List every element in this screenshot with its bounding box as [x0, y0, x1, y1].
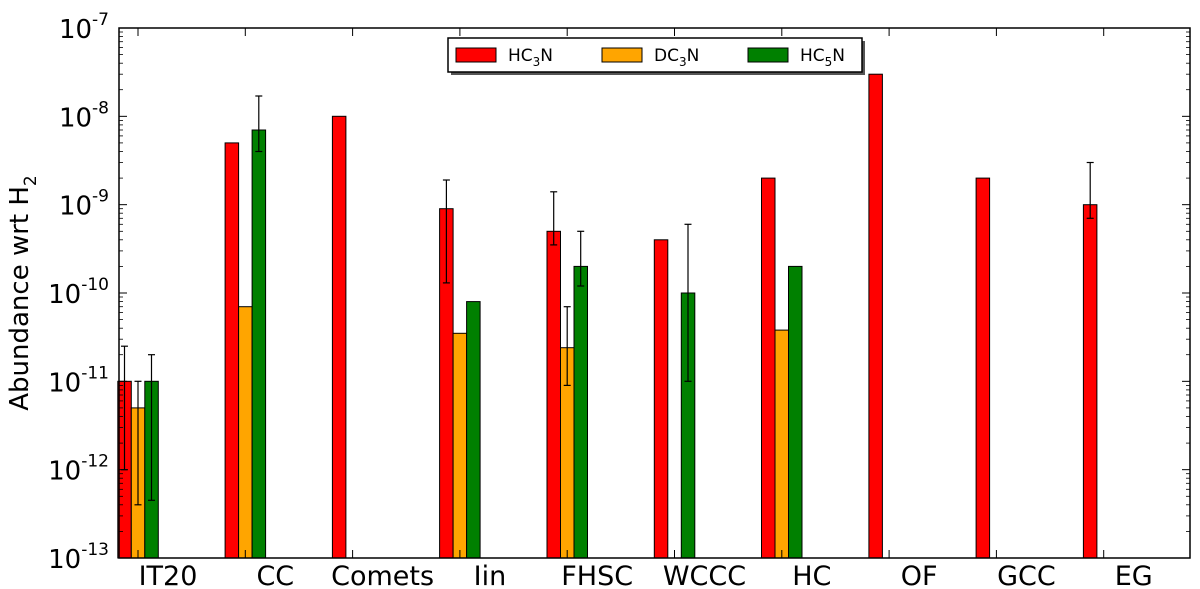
- x-tick-label-cc: CC: [256, 561, 294, 589]
- bar-of-series-0: [868, 73, 883, 559]
- x-tick-label-eg: EG: [1115, 561, 1153, 589]
- y-axis: 10-13 10-12 10-11 10-10 10-9 10-8 10-7: [48, 10, 1190, 575]
- y-axis-label: Abundance wrt H2: [5, 175, 41, 411]
- y-tick-label: 10-11: [48, 363, 109, 398]
- bar-hc-series-2: [788, 265, 803, 559]
- y-tick-label: 10-13: [48, 540, 109, 575]
- bar-cc-series-0: [224, 142, 240, 559]
- legend-swatch-series-0: [455, 47, 497, 63]
- bar-eg-series-0: [1082, 204, 1098, 559]
- bar-iin-series-2: [466, 301, 481, 559]
- y-tick-label: 10-10: [48, 275, 109, 310]
- bar-hc-series-0: [761, 177, 776, 559]
- x-tick-label-wccc: WCCC: [663, 561, 746, 589]
- x-tick-label-it20: IT20: [139, 561, 198, 589]
- bar-comets-series-0: [331, 115, 347, 559]
- legend: HC3N DC3N HC5N: [447, 37, 865, 75]
- plot-frame: [118, 27, 1191, 559]
- y-tick-label: 10-8: [59, 98, 109, 133]
- bar-iin-series-1: [452, 332, 468, 559]
- bar-fhsc-series-0: [546, 230, 561, 559]
- bar-hc-series-1: [774, 329, 789, 559]
- y-tick-label: 10-7: [59, 10, 109, 45]
- y-tick-label: 10-9: [59, 187, 109, 222]
- legend-box: [447, 37, 863, 73]
- x-axis: IT20 CC Comets Iin FHSC WCCC HC OF GCC EG: [137, 28, 1153, 589]
- bar-wccc-series-0: [653, 239, 669, 559]
- legend-label-series-0: HC3N: [508, 46, 553, 69]
- y-axis-label-main: Abundance wrt H: [5, 186, 35, 411]
- x-tick-label-hc: HC: [792, 561, 831, 589]
- legend-swatch-series-2: [747, 47, 789, 63]
- x-tick-label-fhsc: FHSC: [561, 561, 633, 589]
- x-tick-label-iin: Iin: [474, 561, 507, 589]
- x-tick-label-of: OF: [901, 561, 938, 589]
- x-tick-label-comets: Comets: [331, 561, 434, 589]
- x-tick-label-gcc: GCC: [997, 561, 1056, 589]
- bar-fhsc-series-2: [573, 265, 588, 559]
- error-bars-layer: [121, 95, 1094, 506]
- bar-cc-series-2: [251, 129, 267, 559]
- y-tick-label: 10-12: [48, 452, 109, 487]
- legend-swatch-series-1: [601, 47, 643, 63]
- y-axis-label-sub: 2: [21, 175, 41, 186]
- legend-label-series-1: DC3N: [654, 46, 699, 69]
- bar-cc-series-1: [238, 306, 253, 559]
- bars-layer: [117, 73, 1098, 559]
- bar-gcc-series-0: [975, 177, 991, 559]
- legend-label-series-2: HC5N: [800, 46, 845, 69]
